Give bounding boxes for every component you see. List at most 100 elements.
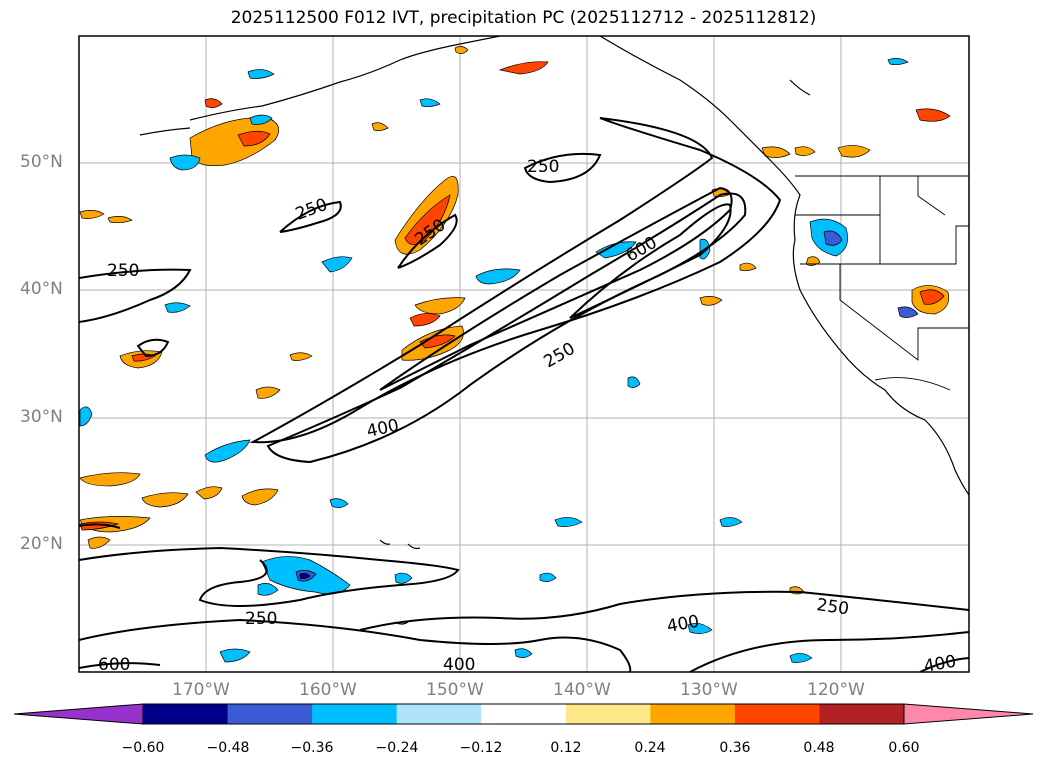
- precip-patch: [164, 302, 191, 313]
- contour-250-closed: [523, 152, 602, 184]
- precip-patch: [255, 386, 281, 399]
- contour-label: 600: [98, 655, 130, 675]
- contour-small: [136, 338, 170, 358]
- contour-label: 400: [443, 655, 475, 675]
- precip-patch: [79, 472, 141, 487]
- precip-patch: [289, 352, 313, 361]
- precip-patch: [719, 517, 743, 527]
- colorbar-tick: −0.48: [207, 740, 250, 756]
- contour-label: 250: [107, 261, 139, 281]
- coastlines: [139, 36, 969, 625]
- precip-patch: [189, 117, 280, 167]
- state-border: [874, 377, 951, 391]
- colorbar-tick: 0.12: [550, 740, 581, 756]
- lon-tick-label: 170°W: [172, 680, 230, 700]
- precip-patch: [241, 488, 279, 506]
- precip-patch: [897, 306, 919, 318]
- precip-patch: [687, 623, 713, 634]
- contour-label: 250: [245, 609, 277, 629]
- aleutian-coast: [139, 127, 191, 136]
- precip-patch: [414, 297, 466, 315]
- alaska-coast: [189, 36, 501, 121]
- lon-tick-label: 160°W: [299, 680, 357, 700]
- precip-patch: [79, 406, 93, 427]
- colorbar-tick: −0.12: [460, 740, 503, 756]
- precip-patch: [419, 98, 441, 108]
- contour-250: [249, 117, 782, 444]
- precip-patch: [247, 69, 275, 79]
- colorbar-tick: −0.36: [291, 740, 334, 756]
- precip-patch: [79, 210, 105, 219]
- contour-label-250-se: 250: [815, 595, 850, 619]
- contour-250-south2: [359, 590, 969, 631]
- colorbar-tick: 0.48: [803, 740, 834, 756]
- precip-patch: [404, 194, 451, 245]
- precip-patch: [789, 653, 813, 663]
- precip-patch: [739, 262, 757, 272]
- precip-patch: [919, 289, 945, 305]
- precip-patch: [454, 46, 469, 54]
- colorbar-over-extend: [903, 703, 1034, 725]
- borders: [795, 175, 969, 391]
- precip-patch: [195, 486, 223, 500]
- precip-patch: [409, 313, 441, 327]
- lat-tick-label: 30°N: [20, 407, 63, 427]
- precip-patch: [87, 536, 111, 549]
- lon-tick-label: 130°W: [680, 680, 738, 700]
- precip-patch: [141, 492, 189, 508]
- coast-detail: [789, 79, 811, 96]
- contour-segment: [79, 523, 121, 529]
- west-coast: [599, 36, 969, 496]
- precip-patch: [627, 376, 641, 388]
- precip-patch: [514, 648, 533, 658]
- colorbar-tick-labels: −0.60 −0.48 −0.36 −0.24 −0.12 0.12 0.24 …: [122, 740, 920, 756]
- colorbar-tick: −0.60: [122, 740, 165, 756]
- lat-tick-label: 20°N: [20, 534, 63, 554]
- contour-250-segment: [279, 200, 342, 233]
- contour-600: [569, 203, 732, 319]
- precip-patch: [219, 648, 251, 663]
- precip-patch: [169, 154, 201, 171]
- state-border: [917, 176, 946, 216]
- precip-patch: [539, 572, 557, 582]
- colorbar-tick: 0.60: [888, 740, 919, 756]
- precip-patch: [887, 58, 909, 66]
- precip-patch: [329, 498, 349, 508]
- map-title: 2025112500 F012 IVT, precipitation PC (2…: [230, 8, 817, 28]
- state-border: [839, 264, 969, 361]
- precip-patch: [837, 145, 871, 158]
- colorbar-segment: [650, 704, 736, 724]
- precip-patch: [204, 98, 223, 108]
- lon-tick-label: 120°W: [807, 680, 865, 700]
- colorbar-under-extend: [13, 703, 144, 725]
- colorbar-segments: [143, 704, 905, 724]
- contour-label: 400: [922, 652, 957, 677]
- map-frame: [78, 35, 970, 673]
- precip-patch: [699, 296, 723, 306]
- contour-250-south: [79, 546, 460, 607]
- precip-patch: [394, 572, 413, 584]
- colorbar-segment: [481, 704, 567, 724]
- precip-patch: [475, 268, 521, 285]
- precip-patch: [249, 114, 273, 125]
- colorbar-frame: [142, 703, 905, 725]
- precip-patch: [371, 122, 389, 132]
- contour-250-segment: [397, 213, 458, 269]
- contour-400-south: [79, 618, 632, 672]
- precip-patch: [794, 146, 816, 156]
- hawaii: [379, 539, 391, 545]
- colorbar: −0.60 −0.48 −0.36 −0.24 −0.12 0.12 0.24 …: [13, 703, 1034, 756]
- contour-400: [266, 192, 747, 464]
- precip-patch: [915, 108, 951, 122]
- precip-patch: [299, 572, 311, 580]
- colorbar-segment: [143, 704, 229, 724]
- precip-patch: [204, 439, 251, 463]
- colorbar-tick: 0.24: [634, 740, 665, 756]
- precip-patch: [257, 583, 279, 596]
- contour-250-west: [79, 268, 192, 323]
- island: [394, 621, 409, 625]
- colorbar-segment: [565, 704, 651, 724]
- precip-patch: [554, 517, 583, 527]
- contour-600-south: [79, 662, 161, 669]
